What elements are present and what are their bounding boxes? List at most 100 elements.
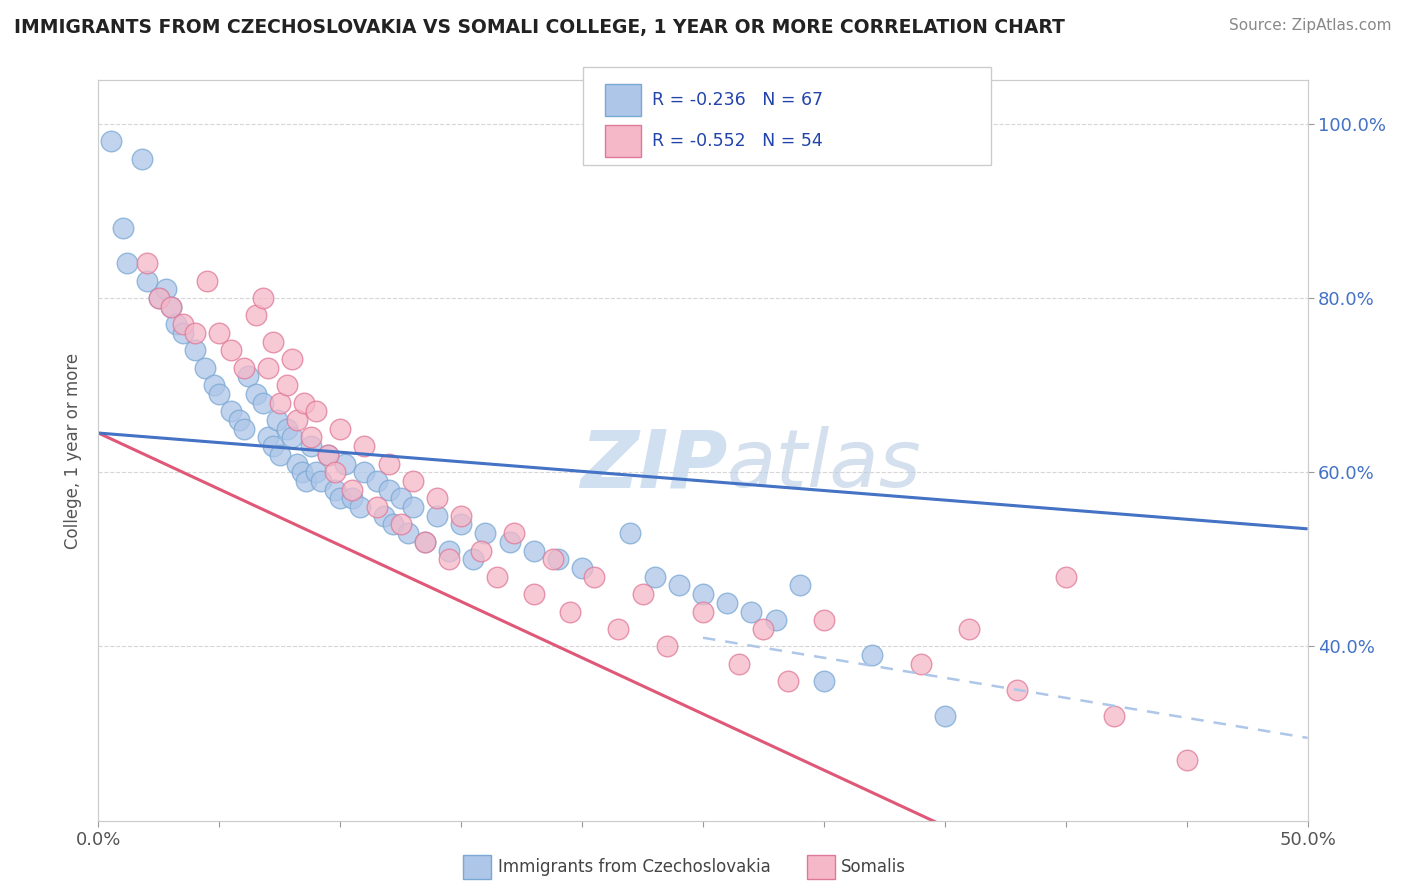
Point xyxy=(204,378,226,392)
Point xyxy=(299,430,322,444)
Point xyxy=(377,483,399,497)
Point xyxy=(135,256,157,270)
Point xyxy=(281,430,304,444)
Text: atlas: atlas xyxy=(727,426,922,504)
Point xyxy=(402,500,425,514)
Point xyxy=(238,369,260,384)
Point xyxy=(413,535,436,549)
Point xyxy=(325,465,347,479)
Point xyxy=(523,543,546,558)
Point xyxy=(292,395,315,409)
Point xyxy=(305,404,328,418)
Point xyxy=(692,587,714,601)
Point xyxy=(252,395,274,409)
Point xyxy=(382,517,405,532)
Point xyxy=(541,552,564,566)
Point xyxy=(228,413,250,427)
Point xyxy=(276,422,298,436)
Point xyxy=(342,483,364,497)
Point xyxy=(389,517,412,532)
Point xyxy=(583,570,606,584)
Point xyxy=(184,343,207,358)
Point xyxy=(131,152,153,166)
Point xyxy=(135,274,157,288)
Point xyxy=(299,439,322,453)
Text: R = -0.236   N = 67: R = -0.236 N = 67 xyxy=(652,91,824,109)
Point xyxy=(256,360,278,375)
Point xyxy=(728,657,751,671)
Point xyxy=(373,508,395,523)
Point xyxy=(148,291,170,305)
Point xyxy=(295,474,318,488)
Text: Immigrants from Czechoslovakia: Immigrants from Czechoslovakia xyxy=(498,858,770,876)
Text: R = -0.552   N = 54: R = -0.552 N = 54 xyxy=(652,132,823,150)
Point xyxy=(1054,570,1077,584)
Point xyxy=(655,640,678,654)
Point xyxy=(1175,753,1198,767)
Point xyxy=(155,282,177,296)
Point xyxy=(934,709,956,723)
Point xyxy=(402,474,425,488)
Text: Somalis: Somalis xyxy=(841,858,905,876)
Point xyxy=(172,326,194,340)
Point xyxy=(463,552,485,566)
Point xyxy=(571,561,593,575)
Point xyxy=(377,457,399,471)
Point xyxy=(333,457,356,471)
Point xyxy=(789,578,811,592)
Text: ZIP: ZIP xyxy=(579,426,727,504)
Point xyxy=(668,578,690,592)
Point xyxy=(957,622,980,636)
Point xyxy=(208,326,231,340)
Point xyxy=(389,491,412,506)
Point xyxy=(329,491,352,506)
Point xyxy=(486,570,509,584)
Point xyxy=(910,657,932,671)
Point xyxy=(285,413,308,427)
Point xyxy=(366,500,388,514)
Point xyxy=(349,500,371,514)
Point xyxy=(1102,709,1125,723)
Point xyxy=(221,404,243,418)
Point xyxy=(396,526,419,541)
Point xyxy=(558,605,581,619)
Point xyxy=(644,570,666,584)
Point xyxy=(266,413,288,427)
Point xyxy=(353,439,375,453)
Point xyxy=(470,543,492,558)
Point xyxy=(160,300,183,314)
Point xyxy=(269,395,291,409)
Point xyxy=(716,596,738,610)
Point xyxy=(290,465,312,479)
Point xyxy=(269,448,291,462)
Point xyxy=(353,465,375,479)
Point xyxy=(316,448,339,462)
Text: Source: ZipAtlas.com: Source: ZipAtlas.com xyxy=(1229,18,1392,33)
Point xyxy=(172,317,194,331)
Point xyxy=(195,274,218,288)
Point xyxy=(437,543,460,558)
Point xyxy=(437,552,460,566)
Point xyxy=(450,508,472,523)
Point xyxy=(474,526,496,541)
Point xyxy=(208,387,231,401)
Point xyxy=(165,317,187,331)
Point xyxy=(276,378,298,392)
Point xyxy=(342,491,364,506)
Point xyxy=(245,387,267,401)
Point xyxy=(413,535,436,549)
Point xyxy=(160,300,183,314)
Point xyxy=(117,256,139,270)
Point xyxy=(631,587,654,601)
Point xyxy=(860,648,883,662)
Point xyxy=(503,526,526,541)
Point xyxy=(316,448,339,462)
Point xyxy=(232,360,254,375)
Point xyxy=(813,674,835,689)
Point xyxy=(245,309,267,323)
Point xyxy=(325,483,347,497)
Point xyxy=(252,291,274,305)
Text: IMMIGRANTS FROM CZECHOSLOVAKIA VS SOMALI COLLEGE, 1 YEAR OR MORE CORRELATION CHA: IMMIGRANTS FROM CZECHOSLOVAKIA VS SOMALI… xyxy=(14,18,1064,37)
Point xyxy=(523,587,546,601)
Point xyxy=(111,221,134,235)
